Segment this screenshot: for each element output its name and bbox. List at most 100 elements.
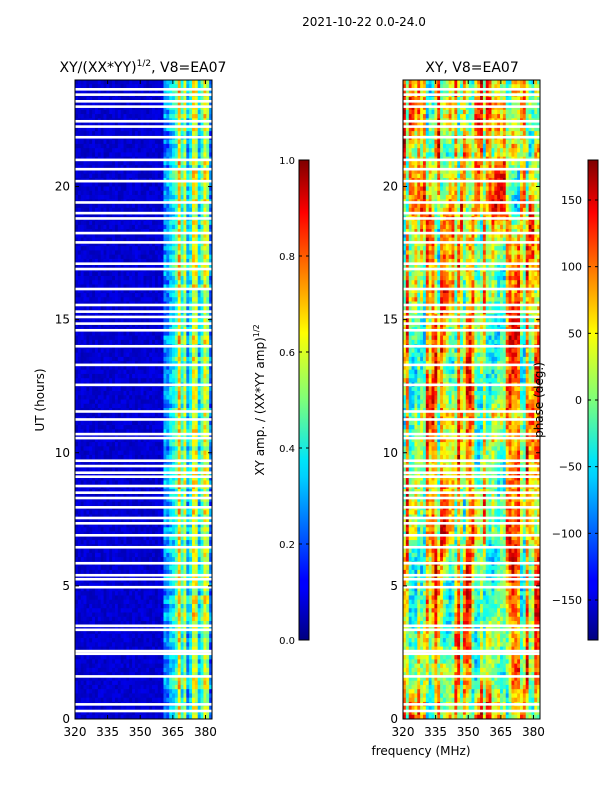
panel1-cell	[75, 241, 79, 247]
panel1-cell	[92, 331, 96, 336]
panel1-cell	[89, 284, 93, 290]
panel1-cell	[194, 80, 199, 85]
panel1-cell	[194, 331, 199, 336]
panel1-cell	[157, 386, 162, 392]
panel1-cell	[206, 365, 210, 371]
panel1-cell	[206, 97, 210, 102]
panel1-cell	[103, 152, 107, 158]
panel1-cell	[106, 280, 110, 285]
panel1-cell	[134, 395, 139, 400]
panel1-cell	[114, 195, 119, 200]
panel1-cell	[94, 233, 99, 239]
panel1-cell	[186, 442, 190, 447]
panel1-cell	[100, 356, 104, 362]
panel1-cell	[206, 399, 210, 405]
panel1-cell	[140, 284, 144, 290]
panel1-cell	[120, 386, 124, 392]
panel1-cell	[94, 322, 99, 328]
panel1-cell	[200, 497, 204, 503]
panel1-cell	[134, 339, 139, 345]
panel1-cell	[194, 480, 199, 486]
panel1-cell	[117, 425, 122, 430]
panel1-cell	[177, 369, 181, 375]
panel1-cell	[137, 275, 142, 281]
panel1-cell	[86, 186, 90, 192]
panel1-cell	[89, 399, 93, 405]
panel1-cell	[149, 293, 153, 298]
panel1-cell	[100, 335, 104, 341]
panel1-cell	[174, 437, 179, 443]
panel1-cell	[123, 173, 127, 179]
panel1-cell	[80, 97, 84, 102]
panel1-cell	[157, 109, 162, 115]
panel1-cell	[94, 263, 99, 268]
panel1-cell	[112, 246, 116, 251]
panel1-cell	[123, 88, 127, 94]
panel1-cell	[117, 293, 122, 298]
panel1-cell	[146, 335, 150, 341]
panel1-cell	[97, 88, 102, 94]
panel1-cell	[126, 305, 130, 311]
panel1-cell	[189, 169, 193, 175]
panel1-cell	[112, 322, 116, 328]
panel1-cell	[117, 403, 122, 409]
panel1-cell	[94, 139, 99, 145]
panel1-cell	[143, 450, 147, 456]
panel1-cell	[166, 488, 170, 494]
panel1-cell	[132, 420, 136, 426]
panel1-cell	[203, 97, 207, 102]
panel1-cell	[200, 403, 204, 409]
panel1-cell	[77, 373, 82, 379]
panel1-cell	[160, 450, 164, 456]
panel1-cell	[157, 233, 162, 239]
panel1-cell	[137, 361, 142, 366]
panel1-cell	[126, 467, 130, 473]
panel1-cell	[103, 190, 107, 196]
panel1-cell	[123, 493, 127, 498]
panel1-cell	[140, 429, 144, 434]
panel1-cell	[177, 467, 181, 473]
panel1-cell	[123, 501, 127, 507]
panel1-cell	[146, 331, 150, 336]
panel1-cell	[157, 480, 162, 486]
panel1-cell	[194, 501, 199, 507]
panel1-cell	[120, 195, 124, 200]
panel1-cell	[172, 203, 176, 209]
panel1-cell	[106, 84, 110, 89]
panel1-cell	[169, 114, 173, 119]
panel1-cell	[80, 126, 84, 132]
panel1-cell	[183, 275, 187, 281]
panel1-cell	[117, 412, 122, 417]
panel1-cell	[77, 425, 82, 430]
panel1-cell	[200, 220, 204, 226]
panel1-cell	[132, 356, 136, 362]
panel1-cell	[120, 395, 124, 400]
panel1-cell	[180, 84, 184, 89]
panel1-cell	[126, 203, 130, 209]
panel1-cell	[132, 352, 136, 358]
panel1-cell	[146, 399, 150, 405]
panel1-cell	[157, 425, 162, 430]
panel1-cell	[183, 390, 187, 396]
panel1-cell	[143, 101, 147, 106]
panel1-cell	[194, 373, 199, 379]
panel1-cell	[117, 224, 122, 230]
panel1-cell	[106, 220, 110, 226]
panel1-cell	[149, 101, 153, 106]
panel1-cell	[132, 165, 136, 170]
panel1-cell	[77, 207, 82, 213]
panel1-cell	[152, 467, 156, 473]
panel1-cell	[177, 399, 181, 405]
panel1-cell	[209, 148, 213, 153]
panel1-cell	[194, 207, 199, 213]
panel1-cell	[180, 356, 184, 362]
panel1-cell	[129, 152, 133, 158]
panel1-cell	[192, 488, 196, 494]
panel1-cell	[209, 263, 213, 268]
panel1-cell	[137, 148, 142, 153]
panel1-cell	[157, 361, 162, 366]
panel1-cell	[192, 88, 196, 94]
panel1-cell	[97, 390, 102, 396]
panel1-cell	[77, 386, 82, 392]
panel1-cell	[163, 263, 167, 268]
